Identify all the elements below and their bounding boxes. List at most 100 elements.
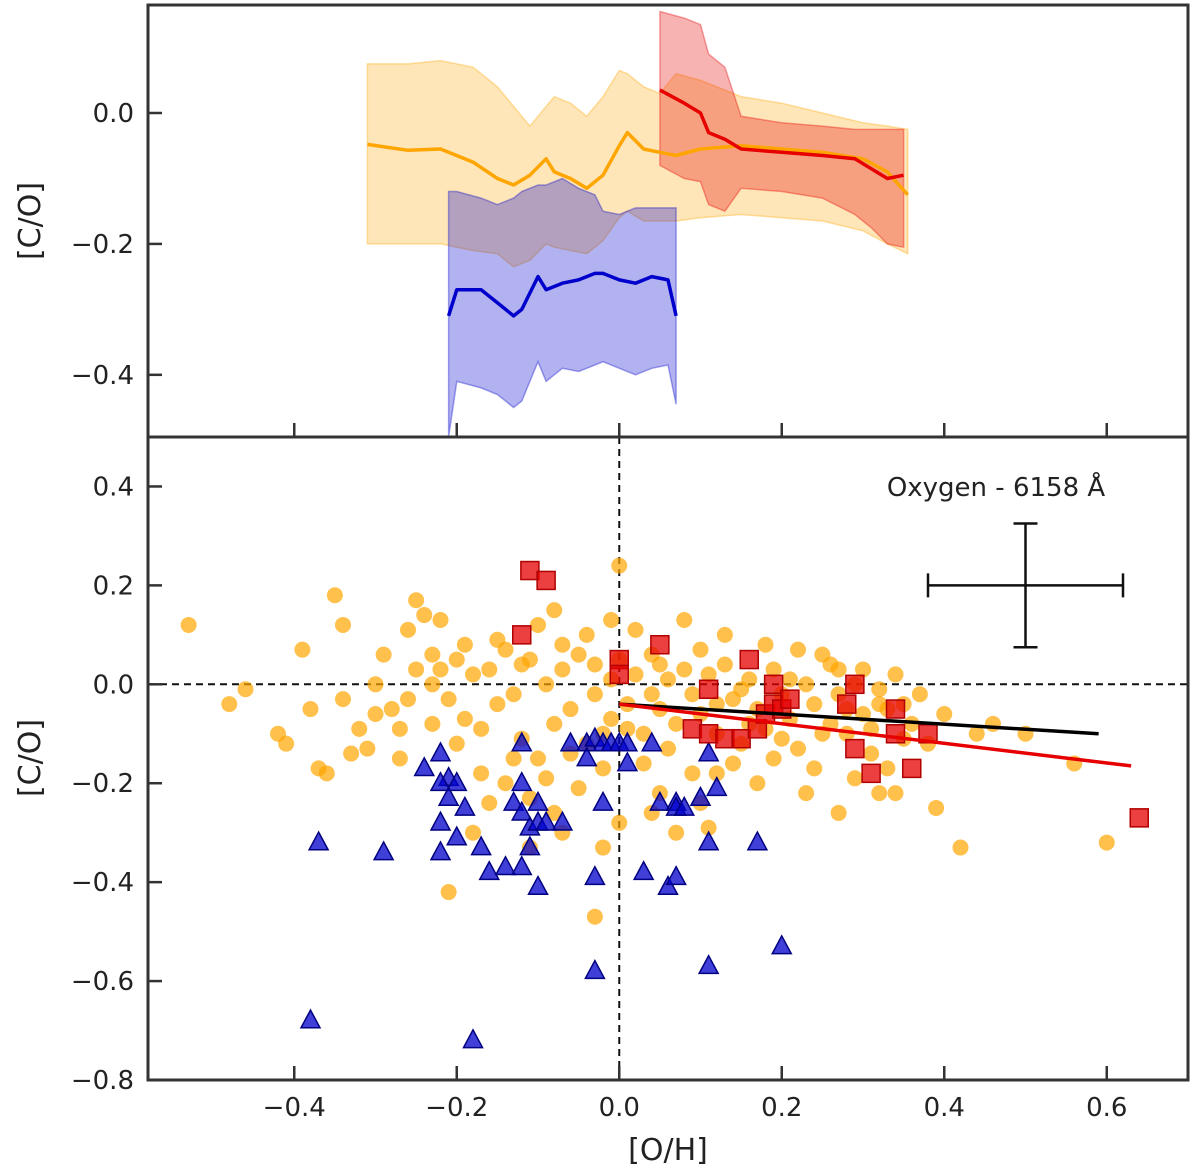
- orange-point: [830, 804, 847, 821]
- orange-point: [237, 681, 254, 698]
- orange-point: [465, 666, 481, 683]
- orange-point: [546, 804, 563, 821]
- orange-point: [367, 705, 384, 722]
- orange-point: [326, 587, 343, 604]
- mean-line-2: [659, 88, 904, 181]
- orange-point: [180, 616, 197, 633]
- top-ticks: 0.0 −0.2 −0.4: [71, 99, 1108, 437]
- red-point: [682, 719, 703, 739]
- orange-point: [481, 795, 498, 812]
- fit-line-0: [619, 702, 1099, 736]
- blue-point: [413, 756, 436, 777]
- orange-point: [424, 646, 441, 663]
- mean-line-1: [446, 271, 678, 318]
- blue-point: [575, 746, 598, 767]
- orange-point: [725, 755, 741, 772]
- bottom-ticks: −0.4 −0.2 0.0 0.2 0.4 0.6 0.4 0.2 0.0 −0.2 −0.4 −0.…: [71, 472, 1128, 1123]
- orange-point: [595, 839, 611, 856]
- orange-point: [513, 656, 530, 673]
- red-point: [715, 728, 735, 749]
- orange-point: [692, 641, 709, 658]
- orange-point: [790, 740, 806, 757]
- orange-point: [481, 661, 498, 678]
- orange-point: [221, 696, 238, 713]
- xtick-label-2: 0.0: [599, 1093, 640, 1123]
- blue-point: [746, 830, 769, 851]
- orange-point: [546, 602, 563, 619]
- blue-point: [632, 860, 655, 881]
- orange-point: [879, 760, 896, 777]
- orange-point: [871, 696, 888, 713]
- red-point: [885, 724, 906, 744]
- bottom-xlabel: [O/H]: [628, 1133, 708, 1168]
- blue-point: [535, 810, 557, 831]
- blue-point: [689, 785, 712, 806]
- red-point: [731, 728, 751, 749]
- top-ytick-label-1: −0.2: [71, 230, 134, 260]
- orange-point: [619, 720, 636, 737]
- orange-point: [400, 621, 416, 638]
- blue-point: [478, 860, 501, 881]
- blue-point: [592, 790, 614, 811]
- orange-point: [1098, 834, 1115, 851]
- orange-point: [846, 770, 863, 787]
- orange-point: [391, 720, 408, 737]
- orange-point: [911, 686, 928, 703]
- orange-point: [871, 785, 888, 802]
- orange-point: [343, 745, 360, 762]
- blue-point: [527, 874, 549, 895]
- orange-point: [432, 661, 449, 678]
- blue-point: [770, 934, 793, 955]
- reference-lines: [148, 437, 1188, 1080]
- orange-point: [570, 780, 587, 797]
- orange-point: [708, 696, 725, 713]
- xtick-label-3: 0.2: [761, 1093, 802, 1123]
- orange-point: [700, 666, 717, 683]
- orange-point: [798, 676, 815, 693]
- blue-point: [584, 959, 606, 980]
- orange-point: [708, 765, 725, 782]
- orange-point: [465, 824, 481, 841]
- red-point: [780, 689, 800, 709]
- orange-point: [554, 636, 571, 653]
- orange-point: [757, 636, 774, 653]
- orange-point: [530, 750, 546, 767]
- orange-point: [578, 626, 595, 643]
- blue-point: [673, 795, 696, 816]
- orange-point: [733, 681, 750, 698]
- orange-point: [408, 592, 425, 609]
- bottom-panel: −0.4 −0.2 0.0 0.2 0.4 0.6 0.4 0.2 0.0 −0.2 −0.4 −0.…: [13, 435, 1190, 1168]
- orange-point: [497, 775, 514, 792]
- top-mean-lines: [367, 88, 910, 318]
- red-point: [885, 699, 906, 719]
- red-point: [609, 664, 629, 685]
- orange-point: [473, 765, 490, 782]
- orange-point: [928, 799, 945, 816]
- orange-point: [424, 715, 441, 732]
- orange-point: [432, 612, 449, 629]
- top-bands: [366, 10, 909, 438]
- orange-point: [887, 785, 904, 802]
- orange-point: [530, 616, 546, 633]
- orange-point: [651, 656, 668, 673]
- orange-point: [660, 740, 676, 757]
- red-point: [698, 724, 719, 744]
- orange-point: [830, 661, 847, 678]
- orange-point: [335, 616, 351, 633]
- ytick-label-2: 0.0: [93, 670, 134, 700]
- blue-point: [299, 1008, 322, 1029]
- orange-point: [294, 641, 311, 658]
- blue-point: [697, 954, 720, 975]
- orange-point: [968, 725, 985, 742]
- orange-point: [318, 765, 335, 782]
- blue-point: [372, 840, 395, 861]
- orange-point: [716, 656, 733, 673]
- blue-point: [584, 865, 606, 886]
- top-ylabel: [C/O]: [13, 182, 48, 260]
- blue-point: [665, 865, 687, 886]
- blue-point: [502, 790, 525, 811]
- ytick-label-3: −0.2: [71, 769, 134, 799]
- orange-point: [635, 755, 652, 772]
- orange-point: [456, 636, 473, 653]
